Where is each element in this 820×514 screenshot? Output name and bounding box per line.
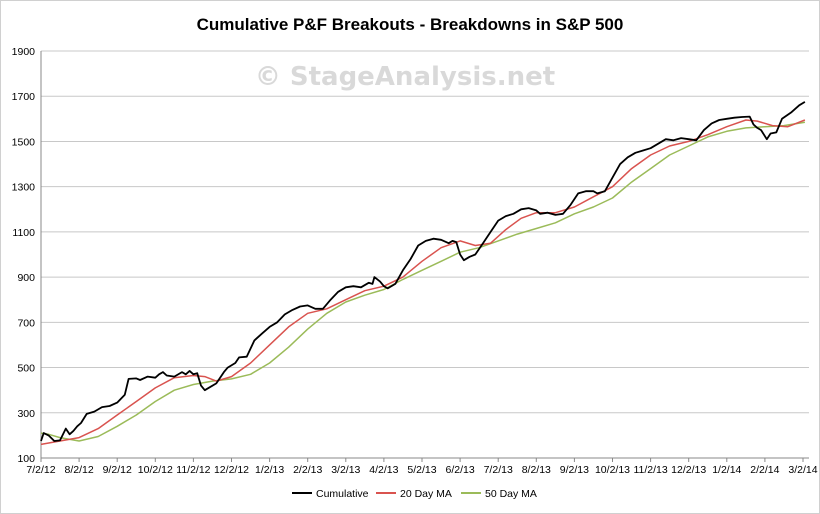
x-tick-label: 3/2/14 — [788, 464, 817, 476]
y-tick-label: 1900 — [12, 46, 36, 58]
y-tick-label: 500 — [17, 363, 35, 375]
legend-label: 20 Day MA — [400, 488, 452, 500]
x-tick-label: 2/2/14 — [750, 464, 779, 476]
grid-lines — [41, 50, 809, 414]
x-tick-label: 10/2/12 — [138, 464, 173, 476]
x-tick-label: 7/2/12 — [26, 464, 55, 476]
x-tick-label: 8/2/12 — [64, 464, 93, 476]
x-tick-label: 7/2/13 — [484, 464, 513, 476]
y-tick-label: 300 — [17, 408, 35, 420]
x-tick-label: 3/2/13 — [331, 464, 360, 476]
legend-label: Cumulative — [316, 488, 369, 500]
x-tick-label: 11/2/12 — [176, 464, 210, 476]
y-tick-label: 1300 — [12, 182, 36, 194]
y-tick-label: 1100 — [12, 227, 35, 239]
x-tick-label: 1/2/13 — [255, 464, 284, 476]
x-tick-label: 4/2/13 — [369, 464, 398, 476]
chart-title: Cumulative P&F Breakouts - Breakdowns in… — [197, 15, 624, 34]
y-tick-label: 1700 — [12, 91, 36, 103]
series-line-20-day-ma — [40, 119, 806, 446]
x-tick-label: 8/2/13 — [522, 464, 551, 476]
x-tick-label: 11/2/13 — [633, 464, 667, 476]
series-lines — [40, 101, 806, 446]
watermark-text: © StageAnalysis.net — [255, 62, 555, 92]
series-line-50-day-ma — [40, 121, 806, 442]
x-tick-label: 6/2/13 — [445, 464, 474, 476]
y-tick-label: 900 — [17, 272, 35, 284]
x-tick-label: 2/2/13 — [293, 464, 322, 476]
y-tick-label: 700 — [17, 317, 35, 329]
x-tick-label: 9/2/12 — [103, 464, 132, 476]
series-line-cumulative — [40, 101, 806, 442]
x-tick-label: 10/2/13 — [595, 464, 630, 476]
y-tick-label: 100 — [17, 453, 35, 465]
x-tick-label: 9/2/13 — [560, 464, 589, 476]
legend-label: 50 Day MA — [485, 488, 537, 500]
axes: 100 300 500 700 900 1100 1300 1500 1700 1900 7/2/1… — [12, 46, 818, 476]
x-tick-label: 5/2/13 — [407, 464, 436, 476]
x-tick-label: 12/2/12 — [214, 464, 249, 476]
x-tick-label: 1/2/14 — [712, 464, 741, 476]
x-tick-label: 12/2/13 — [671, 464, 706, 476]
y-tick-label: 1500 — [12, 136, 36, 148]
legend: Cumulative 20 Day MA 50 Day MA — [292, 488, 537, 500]
